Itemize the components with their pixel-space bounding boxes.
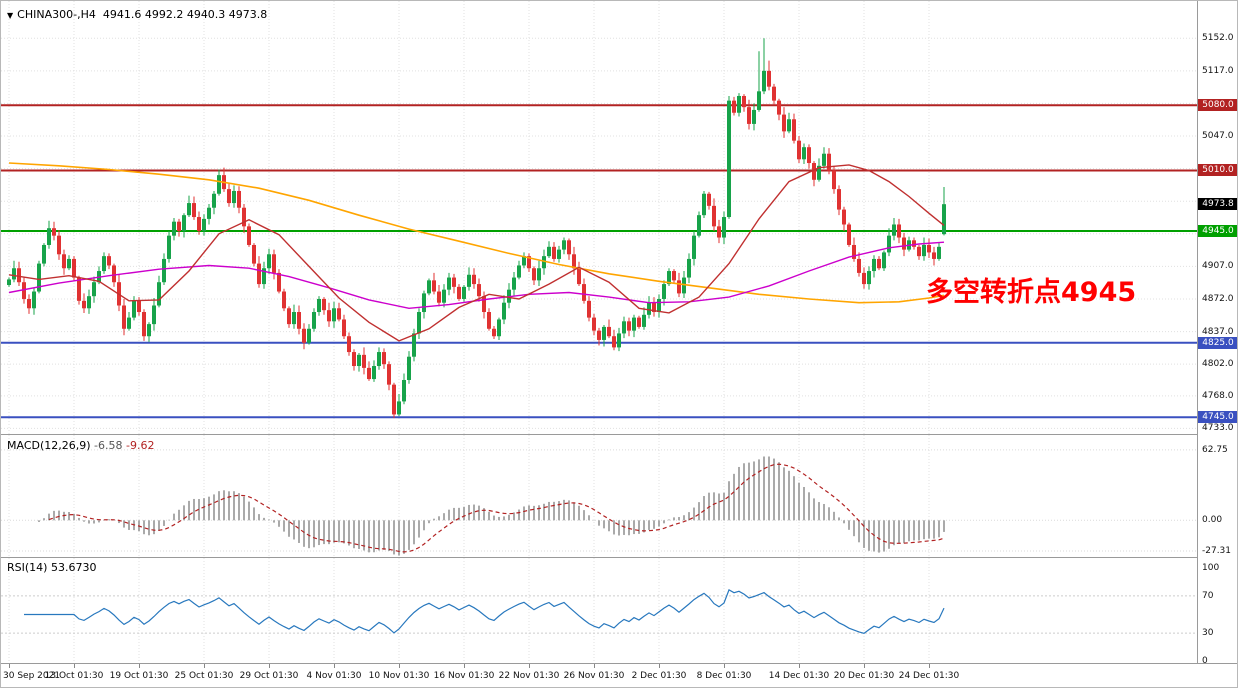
time-axis-label: 24 Dec 01:30 [898,671,960,681]
candles-group [7,38,946,419]
macd-signal-line [48,463,945,553]
time-axis-label: 29 Oct 01:30 [239,671,299,681]
price-tick-label: 4837.0 [1202,327,1234,337]
price-line-label: 4825.0 [1198,337,1237,349]
separator-macd-rsi[interactable] [1,557,1237,558]
macd-signal-value: -9.62 [126,439,155,452]
rsi-title: RSI(14) [7,561,48,574]
separator-main-macd[interactable] [1,434,1237,435]
time-axis-label: 22 Nov 01:30 [498,671,560,681]
rsi-pane[interactable] [1,558,1197,663]
macd-title: MACD(12,26,9) [7,439,91,452]
price-line-label: 4945.0 [1198,225,1237,237]
price-pane[interactable] [1,1,1197,434]
time-scale[interactable]: 30 Sep 2021 13 Oct 01:30 19 Oct 01:30 25 Oc… [1,664,1237,687]
time-axis-label: 30 Sep 2021 [3,671,61,681]
rsi-tick-label: 100 [1202,563,1220,573]
price-scale[interactable]: 5152.0 5117.0 5047.0 4907.0 4872.0 4837.0 4802… [1197,1,1237,666]
time-axis-label: 2 Dec 01:30 [631,671,687,681]
time-axis-label: 8 Dec 01:30 [696,671,752,681]
price-tick-label: 4872.0 [1202,294,1234,304]
separator-rsi-time[interactable] [1,663,1237,664]
time-tick [464,664,465,668]
time-axis-label: 26 Nov 01:30 [563,671,625,681]
rsi-label: RSI(14) 53.6730 [7,561,96,574]
price-tick-label: 4733.0 [1202,423,1234,433]
time-tick [929,664,930,668]
time-axis-label: 20 Dec 01:30 [833,671,895,681]
time-tick [399,664,400,668]
time-tick [139,664,140,668]
price-tick-label: 4907.0 [1202,261,1234,271]
rsi-tick-label: 0 [1202,656,1208,666]
macd-histogram [38,456,945,556]
price-line-label: 5010.0 [1198,164,1237,176]
time-tick [334,664,335,668]
price-tick-label: 5117.0 [1202,66,1234,76]
ma-slow-orange [8,162,945,304]
rsi-tick-label: 70 [1202,591,1214,601]
price-tick-label: 5047.0 [1202,131,1234,141]
price-tick-label: 4802.0 [1202,359,1234,369]
time-tick [529,664,530,668]
time-tick [9,664,10,668]
macd-pane[interactable] [1,435,1197,557]
current-price-label: 4973.8 [1198,198,1237,210]
time-axis-label: 4 Nov 01:30 [306,671,362,681]
price-line-label: 4745.0 [1198,411,1237,423]
time-tick [724,664,725,668]
price-tick-label: 4768.0 [1202,391,1234,401]
price-tick-label: 5152.0 [1202,33,1234,43]
ma-mid-magenta [8,241,945,310]
time-axis-label: 16 Nov 01:30 [433,671,495,681]
time-tick [269,664,270,668]
macd-main-value: -6.58 [94,439,123,452]
rsi-tick-label: 30 [1202,628,1214,638]
pivot-annotation-text: 多空转折点4945 [926,277,1137,308]
time-tick [204,664,205,668]
symbol-label: CHINA300-,H4 [17,8,96,21]
macd-tick-label: 0.00 [1202,515,1223,525]
chart-header: ▼ CHINA300-,H4 4941.6 4992.2 4940.3 4973.… [7,8,267,21]
ohlc-values: 4941.6 4992.2 4940.3 4973.8 [102,8,268,21]
time-axis-label: 14 Dec 01:30 [768,671,830,681]
time-axis-label: 19 Oct 01:30 [109,671,169,681]
rsi-line [24,589,945,634]
time-axis-label: 13 Oct 01:30 [44,671,104,681]
macd-label: MACD(12,26,9) -6.58 -9.62 [7,439,154,452]
macd-tick-label: 62.75 [1202,445,1228,455]
rsi-value: 53.6730 [50,561,97,574]
time-tick [799,664,800,668]
chart-menu-expander-icon[interactable]: ▼ [7,11,14,20]
ma-fast-red [8,164,945,342]
time-tick [594,664,595,668]
time-axis-label: 10 Nov 01:30 [368,671,430,681]
time-tick [659,664,660,668]
time-tick [864,664,865,668]
price-line-label: 5080.0 [1198,99,1237,111]
time-axis-label: 25 Oct 01:30 [174,671,234,681]
time-tick [74,664,75,668]
macd-tick-label: -27.31 [1202,546,1232,556]
